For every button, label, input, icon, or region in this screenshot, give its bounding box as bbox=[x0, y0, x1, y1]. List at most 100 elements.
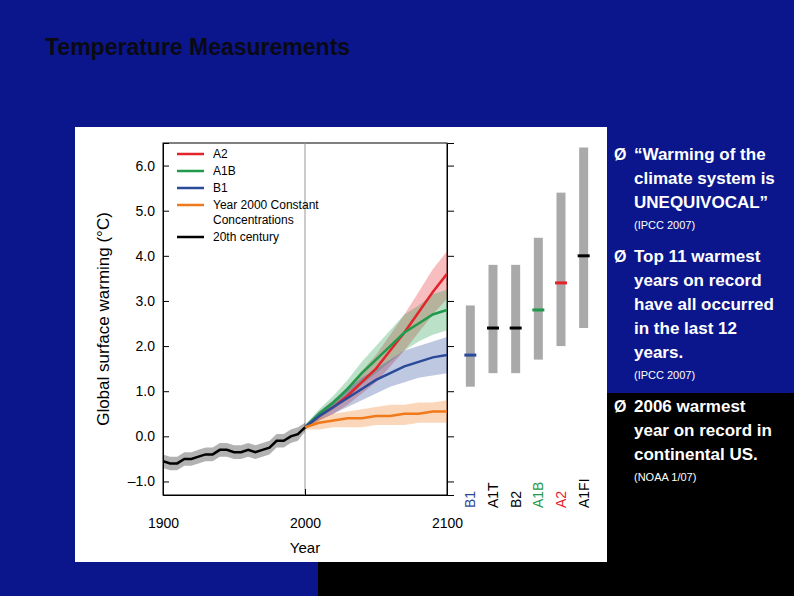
chart-background bbox=[75, 127, 607, 562]
y-tick-mark bbox=[447, 436, 454, 437]
bullet-marker: Ø bbox=[614, 146, 626, 163]
y-tick-mark bbox=[447, 346, 454, 347]
bullet-text: years. bbox=[634, 343, 683, 362]
y-tick: 0.0 bbox=[136, 428, 169, 444]
bullet-text: Top 11 warmest bbox=[634, 247, 761, 266]
x-tick-mark bbox=[305, 489, 306, 495]
bullet-text: in the last 12 bbox=[634, 319, 737, 338]
y-tick-mark bbox=[163, 211, 169, 212]
uncertainty-band bbox=[163, 423, 305, 470]
range-category-label: A1FI bbox=[576, 478, 592, 508]
legend-label: Year 2000 ConstantConcentrations bbox=[213, 198, 319, 227]
plot-area bbox=[163, 251, 447, 470]
y-tick-right bbox=[447, 256, 454, 257]
y-tick: 4.0 bbox=[136, 248, 169, 264]
series-line bbox=[305, 355, 447, 427]
series-line bbox=[163, 427, 305, 463]
plot-frame bbox=[163, 143, 447, 495]
bands bbox=[163, 251, 447, 470]
y-tick-label: 5.0 bbox=[136, 203, 156, 219]
y-tick-label: –1.0 bbox=[128, 473, 155, 489]
bullet-text: continental US. bbox=[634, 445, 758, 464]
bullet-text: climate system is bbox=[634, 169, 775, 188]
y-axis-line bbox=[164, 144, 170, 496]
y-tick-label: 3.0 bbox=[136, 293, 156, 309]
y-tick-label: 1.0 bbox=[136, 383, 156, 399]
bullet-source: (IPCC 2007) bbox=[634, 369, 695, 381]
y-tick-mark bbox=[163, 346, 169, 347]
y-tick-right bbox=[447, 166, 454, 167]
best-estimate bbox=[532, 308, 544, 311]
x-tick: 2000 bbox=[290, 489, 321, 531]
y-tick-mark bbox=[163, 481, 169, 482]
y-tick-mark bbox=[163, 391, 169, 392]
best-estimate bbox=[487, 327, 499, 330]
y-tick-right bbox=[447, 436, 454, 437]
legend: A2A1BB1Year 2000 ConstantConcentrations2… bbox=[177, 147, 319, 244]
bullet-text: have all occurred bbox=[634, 295, 774, 314]
slide-root: Temperature Measurements Ø “Warming of the… bbox=[0, 0, 794, 596]
legend-label: B1 bbox=[213, 181, 228, 195]
x-tick-mark bbox=[163, 489, 164, 495]
bullet-text: “Warming of the bbox=[634, 145, 766, 164]
y-tick: 2.0 bbox=[136, 338, 169, 354]
x-tick: 2100 bbox=[432, 489, 463, 531]
uncertainty-band bbox=[305, 337, 447, 430]
legend-label: A2 bbox=[213, 147, 228, 161]
legend-swatch bbox=[177, 153, 204, 156]
slide-title: Temperature Measurements bbox=[45, 34, 350, 60]
y-axis-title: Global surface warming (°C) bbox=[94, 212, 113, 426]
x-tick: 1900 bbox=[148, 489, 179, 531]
uncertainty-band bbox=[305, 400, 447, 429]
y-tick-mark bbox=[163, 301, 169, 302]
reference-line bbox=[305, 143, 306, 495]
legend-swatch bbox=[177, 204, 204, 207]
y-tick-mark bbox=[163, 436, 169, 437]
x-axis-line bbox=[164, 489, 448, 496]
y-axis: –1.0 0.0 1.0 2.0 3.0 4.0 5.0 6.0 bbox=[128, 144, 169, 496]
y-tick-label: 0.0 bbox=[136, 428, 156, 444]
range-bar bbox=[557, 193, 566, 346]
y-tick-label: 6.0 bbox=[136, 158, 156, 174]
bullet-source: (IPCC 2007) bbox=[634, 219, 695, 231]
y-tick-mark bbox=[447, 256, 454, 257]
background bbox=[0, 0, 794, 596]
series-line bbox=[305, 412, 447, 428]
y-tick: 3.0 bbox=[136, 293, 169, 309]
y-tick-label: 4.0 bbox=[136, 248, 156, 264]
y-tick-right bbox=[447, 346, 454, 347]
bullet-text: year on record in bbox=[634, 421, 772, 440]
legend-label: 20th century bbox=[213, 230, 279, 244]
range-bar bbox=[511, 265, 520, 373]
uncertainty-band bbox=[305, 290, 447, 430]
bullet-text: UNEQUIVOCAL” bbox=[634, 193, 768, 212]
y-tick-right bbox=[447, 211, 454, 212]
lines bbox=[163, 274, 447, 464]
series-line bbox=[305, 274, 447, 427]
best-estimate bbox=[464, 354, 476, 357]
x-tick-label: 2100 bbox=[432, 515, 463, 531]
x-tick-label: 2000 bbox=[290, 515, 321, 531]
legend-swatch bbox=[177, 170, 204, 173]
range-category-label: A1T bbox=[485, 482, 501, 508]
y-tick-right bbox=[447, 481, 454, 482]
series-line bbox=[305, 310, 447, 427]
y-tick-mark bbox=[163, 166, 169, 167]
y-tick-right bbox=[447, 391, 454, 392]
y-tick: 1.0 bbox=[136, 383, 169, 399]
x-axis: 1900 2000 2100 bbox=[148, 489, 463, 531]
y-tick-mark bbox=[447, 301, 454, 302]
legend-swatch bbox=[177, 236, 204, 239]
y-tick-mark bbox=[447, 166, 454, 167]
bullet-marker: Ø bbox=[614, 248, 626, 265]
best-estimate bbox=[578, 254, 590, 257]
y-axis-right-line bbox=[448, 144, 455, 496]
bullet-text: 2006 warmest bbox=[634, 397, 746, 416]
bullet-marker: Ø bbox=[614, 398, 626, 415]
range-category-label: A1B bbox=[530, 482, 546, 508]
uncertainty-band bbox=[305, 251, 447, 429]
y-tick-mark bbox=[447, 481, 454, 482]
range-bar bbox=[579, 148, 588, 329]
legend-swatch bbox=[177, 187, 204, 190]
bullet-source: (NOAA 1/07) bbox=[634, 471, 696, 483]
